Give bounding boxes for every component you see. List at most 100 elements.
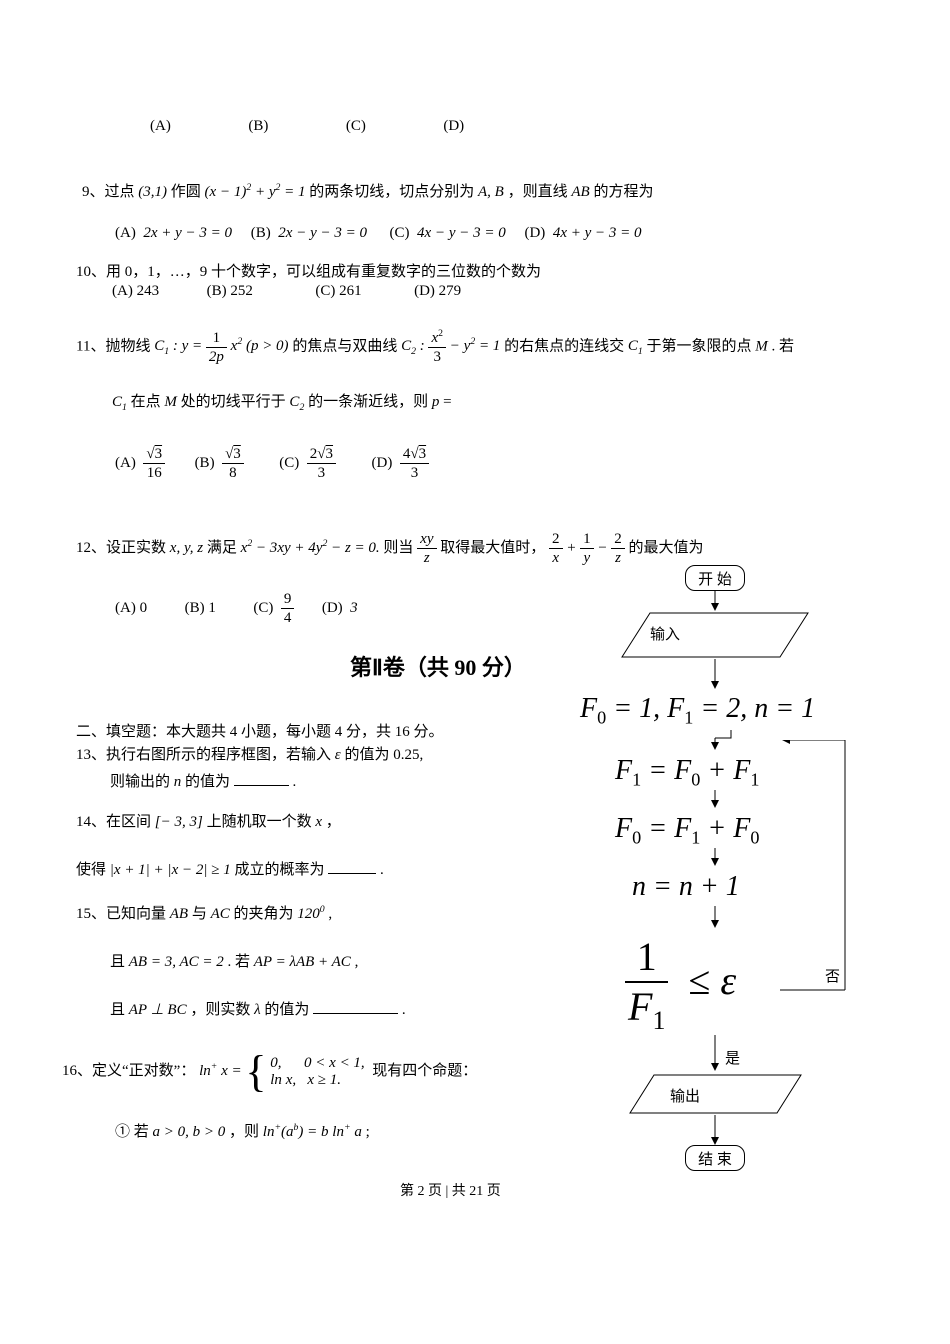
q10-optC: (C) 261 bbox=[315, 283, 361, 299]
q13-l1: 13、执行右图所示的程序框图，若输入 ε 的值为 0.25, bbox=[76, 743, 423, 764]
fc-yes-label: 是 bbox=[725, 1047, 740, 1068]
q11-c2: C2 : x23 − y2 = 1 bbox=[401, 338, 504, 354]
q12-optA: (A) 0 bbox=[115, 600, 147, 616]
q16-t2: 现有四个命题： bbox=[372, 1063, 477, 1079]
q16-case1: 0, 0 < x < 1, bbox=[270, 1055, 364, 1072]
fc-output-label: 输出 bbox=[670, 1085, 700, 1106]
q9-optA: (A) 2x + y − 3 = 0 bbox=[115, 225, 232, 241]
q12-t2: 满足 bbox=[207, 540, 237, 556]
q12-vars: x, y, z bbox=[170, 540, 207, 556]
fc-end-label: 结 束 bbox=[698, 1148, 732, 1169]
q9-text: 9、过点 bbox=[82, 184, 135, 200]
q10-optB: (B) 252 bbox=[207, 283, 253, 299]
q12-optC: (C) 94 bbox=[253, 600, 298, 616]
q11-optC: (C) 2√33 bbox=[279, 455, 339, 471]
q12-optD: (D) 3 bbox=[322, 600, 358, 616]
q9-eq: (x − 1)2 + y2 = 1 bbox=[205, 184, 306, 200]
q10-optD: (D) 279 bbox=[414, 283, 461, 299]
brace-icon: { bbox=[245, 1052, 266, 1092]
q9-text2: 作圆 bbox=[171, 184, 201, 200]
q14-l2: 使得 |x + 1| + |x − 2| ≥ 1 成立的概率为 . bbox=[76, 858, 384, 879]
top-options: (A) (B) (C) (D) bbox=[150, 118, 464, 135]
q11-t2: 的焦点与双曲线 bbox=[292, 338, 397, 354]
q9-optD: (D) 4x + y − 3 = 0 bbox=[524, 225, 641, 241]
opt-b-label: (B) bbox=[248, 118, 268, 134]
q12-frac1: xyz bbox=[417, 530, 436, 567]
fc-start-label: 开 始 bbox=[698, 568, 732, 589]
fc-step2: F0 = F1 + F0 bbox=[615, 813, 759, 849]
fc-end: 结 束 bbox=[685, 1145, 745, 1171]
q11-t3: 的右焦点的连线交 C1 于第一象限的点 M . 若 bbox=[504, 338, 794, 354]
q11-c1: C1 : y = 12p x2 (p > 0) bbox=[154, 338, 292, 354]
q14-l2-post: . bbox=[380, 862, 384, 878]
q16-prop1: ① 若 a > 0, b > 0 ，则 ln+(ab) = b ln+ a ; bbox=[115, 1120, 370, 1141]
q14-l1: 14、在区间 [− 3, 3] 上随机取一个数 x ， bbox=[76, 810, 341, 831]
arrow-down-icon bbox=[711, 906, 719, 928]
q9-text3: 的两条切线，切点分别为 bbox=[309, 184, 474, 200]
q16-t1: 16、定义“正对数”： bbox=[62, 1063, 195, 1079]
q9-ab: A, B bbox=[478, 184, 504, 200]
q10-stem: 10、用 0，1，…，9 十个数字，可以组成有重复数字的三位数的个数为 bbox=[76, 260, 541, 281]
q16-lhs: ln+ x = bbox=[199, 1063, 245, 1079]
arrow-down-icon bbox=[711, 591, 719, 611]
fc-init: F0 = 1, F1 = 2, n = 1 bbox=[580, 693, 815, 729]
arrow-down-icon bbox=[711, 659, 719, 689]
q12-t5: 的最大值为 bbox=[629, 540, 704, 556]
q15-l3-post: . bbox=[402, 1002, 406, 1018]
arrow-down-icon bbox=[711, 790, 719, 808]
q12-t3: 则当 bbox=[383, 540, 413, 556]
fill-header: 二、填空题：本大题共 4 小题，每小题 4 分，共 16 分。 bbox=[76, 720, 444, 741]
q9-stem: 9、过点 (3,1) 作圆 (x − 1)2 + y2 = 1 的两条切线，切点… bbox=[82, 180, 653, 201]
q9-optB: (B) 2x − y − 3 = 0 bbox=[251, 225, 367, 241]
q14-l2-pre: 使得 |x + 1| + |x − 2| ≥ 1 成立的概率为 bbox=[76, 862, 324, 878]
q9-options: (A) 2x + y − 3 = 0 (B) 2x − y − 3 = 0 (C… bbox=[115, 225, 642, 242]
q11-stem-line2: C1 在点 M 处的切线平行于 C2 的一条渐近线，则 p = bbox=[112, 390, 452, 413]
arrow-down-icon bbox=[711, 848, 719, 866]
q9-optC: (C) 4x − y − 3 = 0 bbox=[390, 225, 506, 241]
arrow-down-icon bbox=[711, 1035, 719, 1071]
opt-c-label: (C) bbox=[346, 118, 366, 134]
q15-l3: 且 AP ⊥ BC ，则实数 λ 的值为 . bbox=[110, 998, 406, 1019]
fc-no-line bbox=[780, 740, 860, 1000]
q12-t4: 取得最大值时， bbox=[440, 540, 545, 556]
section-2-title: 第Ⅱ卷（共 90 分） bbox=[350, 650, 526, 682]
fc-input bbox=[620, 611, 810, 659]
q13-l2-pre: 则输出的 n 的值为 bbox=[110, 774, 234, 790]
fc-condition: 1F1 ≤ ε bbox=[625, 933, 736, 1036]
q13-l2: 则输出的 n 的值为 . bbox=[110, 770, 296, 791]
q10-options: (A) 243 (B) 252 (C) 261 (D) 279 bbox=[112, 283, 461, 300]
q11-options: (A) √316 (B) √38 (C) 2√33 (D) 4√33 bbox=[115, 445, 429, 482]
fc-start: 开 始 bbox=[685, 565, 745, 591]
arrow-down-icon bbox=[711, 1115, 719, 1145]
q16-stem: 16、定义“正对数”： ln+ x = { 0, 0 < x < 1, ln x… bbox=[62, 1052, 477, 1092]
q9-point: (3,1) bbox=[138, 184, 167, 200]
q12-optB: (B) 1 bbox=[185, 600, 216, 616]
fc-step1: F1 = F0 + F1 bbox=[615, 755, 759, 791]
q11-optA: (A) √316 bbox=[115, 455, 169, 471]
arrow-down-icon bbox=[695, 730, 735, 750]
q14-blank bbox=[328, 873, 376, 874]
q15-l2: 且 AB = 3, AC = 2 . 若 AP = λAB + AC , bbox=[110, 950, 358, 971]
fc-input-label: 输入 bbox=[650, 623, 680, 644]
q16-case2: ln x, x ≥ 1. bbox=[270, 1072, 364, 1089]
q13-blank bbox=[234, 785, 289, 786]
fc-output bbox=[628, 1073, 803, 1115]
q12-stem: 12、设正实数 x, y, z 满足 x2 − 3xy + 4y2 − z = … bbox=[76, 530, 704, 567]
q11-stem-line1: 11、抛物线 C1 : y = 12p x2 (p > 0) 的焦点与双曲线 C… bbox=[76, 328, 794, 366]
q11-t1: 11、抛物线 bbox=[76, 338, 150, 354]
opt-d-label: (D) bbox=[443, 118, 464, 134]
page-footer: 第 2 页 | 共 21 页 bbox=[400, 1180, 501, 1200]
q12-options: (A) 0 (B) 1 (C) 94 (D) 3 bbox=[115, 590, 358, 627]
q11-optD: (D) 4√33 bbox=[372, 455, 430, 471]
q10-optA: (A) 243 bbox=[112, 283, 159, 299]
opt-a-label: (A) bbox=[150, 118, 171, 134]
fc-step3: n = n + 1 bbox=[632, 871, 740, 903]
fc-no-label: 否 bbox=[825, 965, 840, 986]
q15-blank bbox=[313, 1013, 398, 1014]
q12-eq: x2 − 3xy + 4y2 − z = 0. bbox=[241, 540, 384, 556]
q16-cases: 0, 0 < x < 1, ln x, x ≥ 1. bbox=[270, 1055, 364, 1089]
q9-text4: ，则直线 AB 的方程为 bbox=[508, 184, 654, 200]
q12-expr: 2x + 1y − 2z bbox=[549, 540, 629, 556]
q15-l3-pre: 且 AP ⊥ BC ，则实数 λ 的值为 bbox=[110, 1002, 309, 1018]
q13-l2-post: . bbox=[293, 774, 297, 790]
